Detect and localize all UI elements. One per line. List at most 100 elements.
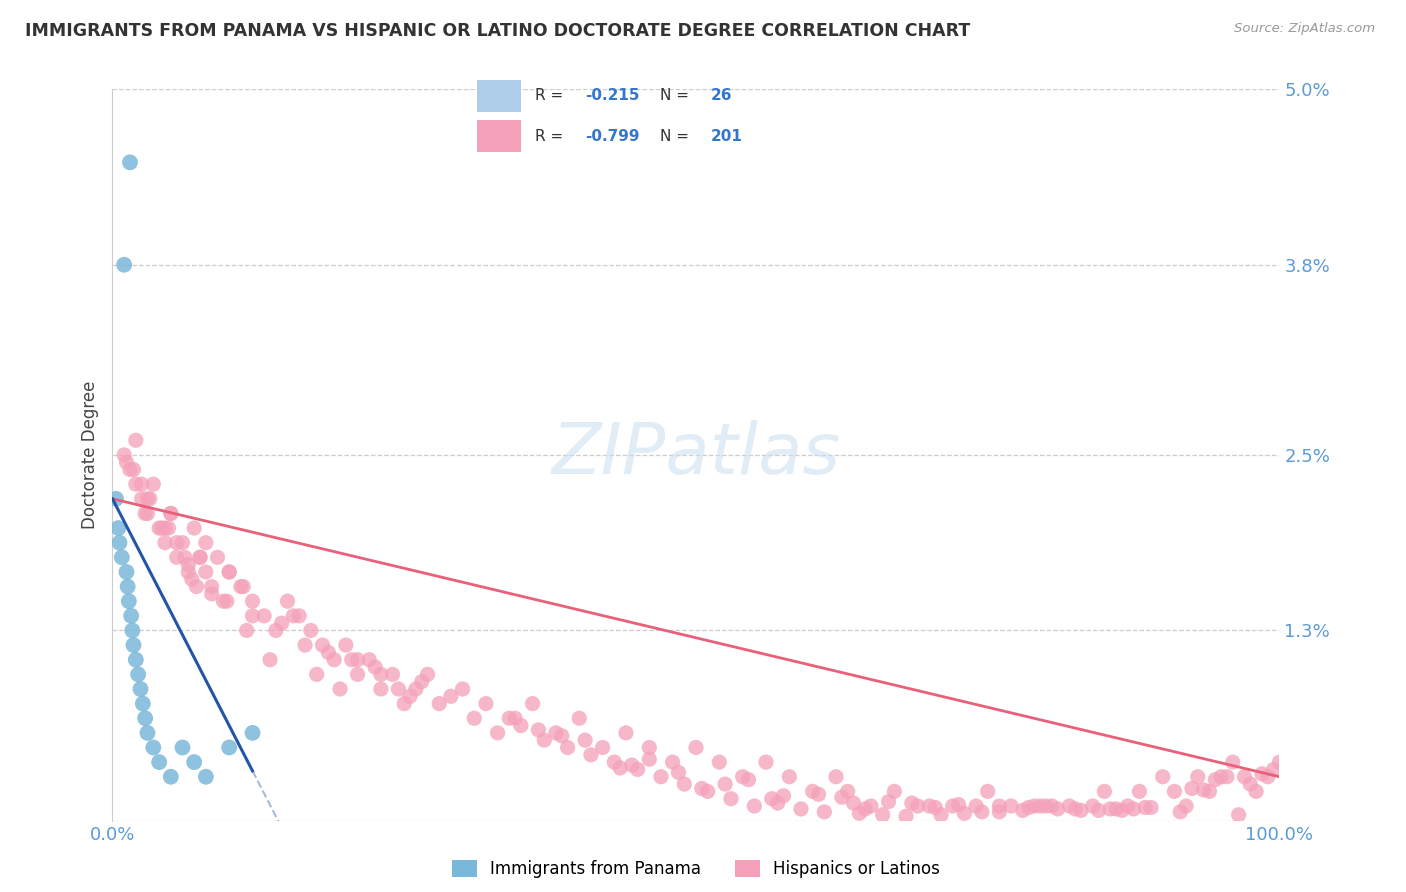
Point <box>111 550 134 565</box>
Point <box>1035 799 1057 814</box>
Point <box>837 784 859 798</box>
Point <box>142 740 165 755</box>
Point <box>551 729 574 743</box>
Point <box>1140 800 1163 814</box>
Point <box>148 755 170 769</box>
Point <box>1111 804 1133 818</box>
Point <box>120 608 142 623</box>
Point <box>860 799 883 814</box>
Point <box>696 784 718 798</box>
Point <box>603 755 626 769</box>
Point <box>172 535 194 549</box>
Point <box>112 258 135 272</box>
Point <box>953 806 976 821</box>
Point <box>948 797 970 812</box>
Point <box>1198 784 1220 798</box>
Point <box>579 747 602 762</box>
Point <box>744 799 766 814</box>
Point <box>160 507 183 521</box>
Point <box>335 638 357 652</box>
Bar <box>478 120 522 152</box>
Point <box>1000 799 1022 814</box>
Point <box>201 587 224 601</box>
Point <box>188 550 211 565</box>
Point <box>131 477 153 491</box>
Point <box>772 789 794 803</box>
Text: IMMIGRANTS FROM PANAMA VS HISPANIC OR LATINO DOCTORATE DEGREE CORRELATION CHART: IMMIGRANTS FROM PANAMA VS HISPANIC OR LA… <box>25 22 970 40</box>
Point <box>1227 807 1250 822</box>
Point <box>650 770 672 784</box>
Point <box>416 667 439 681</box>
Point <box>218 740 240 755</box>
Point <box>115 455 138 469</box>
Point <box>166 550 188 565</box>
Point <box>609 761 631 775</box>
Point <box>988 799 1011 814</box>
Point <box>1070 804 1092 818</box>
Point <box>929 807 952 822</box>
Point <box>153 521 176 535</box>
Point <box>1011 804 1033 818</box>
Point <box>877 795 900 809</box>
Legend: Immigrants from Panama, Hispanics or Latinos: Immigrants from Panama, Hispanics or Lat… <box>453 860 939 878</box>
Point <box>329 681 352 696</box>
Point <box>125 434 148 448</box>
Point <box>1211 770 1233 784</box>
Point <box>661 755 683 769</box>
Point <box>122 462 145 476</box>
Point <box>801 784 824 798</box>
Point <box>848 806 870 821</box>
Point <box>614 726 637 740</box>
Point <box>323 653 346 667</box>
Point <box>1081 799 1104 814</box>
Point <box>883 784 905 798</box>
Point <box>121 624 143 638</box>
Point <box>1099 802 1122 816</box>
Point <box>118 155 141 169</box>
Point <box>117 580 139 594</box>
Point <box>1263 763 1285 777</box>
Point <box>592 740 614 755</box>
Point <box>1181 781 1204 796</box>
Point <box>685 740 707 755</box>
Point <box>620 758 643 772</box>
Point <box>1029 799 1052 814</box>
Point <box>108 535 131 549</box>
Point <box>1135 800 1157 814</box>
Point <box>201 580 224 594</box>
Point <box>112 448 135 462</box>
Point <box>136 507 159 521</box>
Point <box>180 572 202 586</box>
Point <box>1233 770 1256 784</box>
Point <box>440 690 463 704</box>
Point <box>157 521 180 535</box>
Point <box>340 653 363 667</box>
Point <box>1216 770 1239 784</box>
Point <box>411 674 433 689</box>
Point <box>305 667 328 681</box>
Point <box>399 690 422 704</box>
Point <box>853 802 876 816</box>
Point <box>215 594 238 608</box>
Point <box>1064 802 1087 816</box>
Point <box>970 805 993 819</box>
Point <box>1116 799 1139 814</box>
Point <box>638 740 661 755</box>
Point <box>533 733 555 747</box>
Point <box>918 799 941 814</box>
Point <box>1257 770 1279 784</box>
Point <box>1105 802 1128 816</box>
Point <box>451 681 474 696</box>
Point <box>568 711 591 725</box>
Point <box>264 624 287 638</box>
Point <box>370 667 392 681</box>
Point <box>129 681 152 696</box>
Point <box>690 781 713 796</box>
Point <box>136 726 159 740</box>
Text: -0.215: -0.215 <box>585 88 640 103</box>
Point <box>370 681 392 696</box>
Point <box>172 740 194 755</box>
Point <box>509 718 531 732</box>
Point <box>737 772 759 787</box>
Point <box>1239 777 1261 791</box>
